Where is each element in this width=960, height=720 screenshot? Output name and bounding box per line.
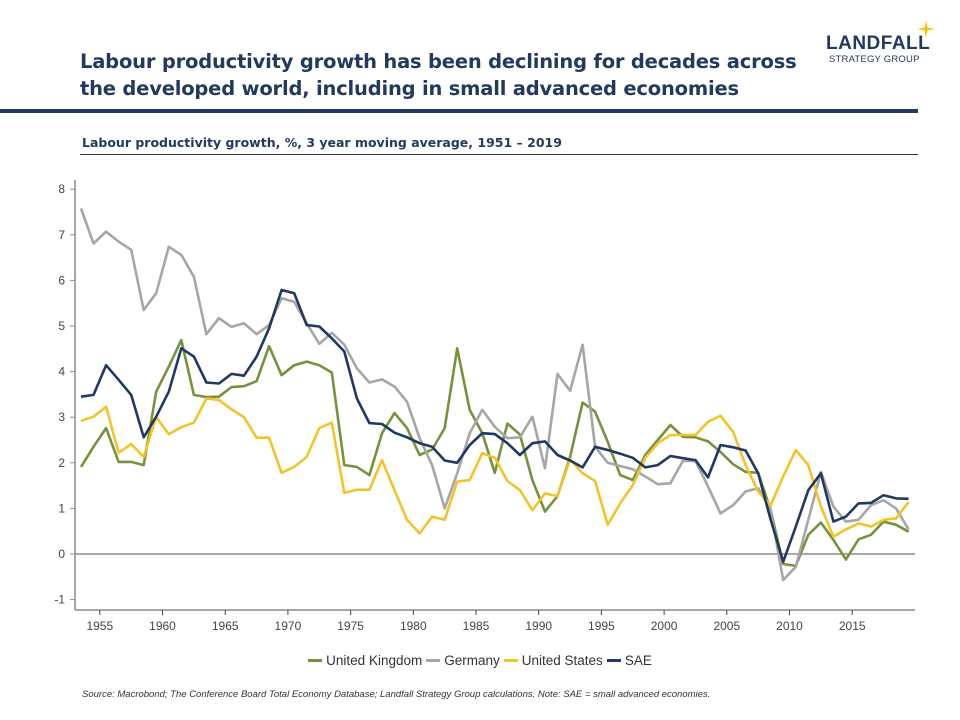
y-tick-label: 1	[58, 501, 65, 515]
x-tick-label: 1975	[337, 619, 364, 633]
legend-swatch	[606, 659, 621, 662]
x-tick-label: 2000	[651, 619, 678, 633]
y-tick-label: 6	[58, 273, 65, 287]
y-tick-label: 2	[58, 456, 65, 470]
legend-label: SAE	[624, 653, 652, 668]
series-line-united-states	[80, 397, 910, 539]
x-tick-label: 1980	[400, 619, 427, 633]
title-divider	[0, 109, 918, 113]
star-icon	[917, 20, 935, 38]
legend-item-united-kingdom: United Kingdom	[308, 653, 422, 668]
legend: United Kingdom Germany United States SAE	[0, 650, 960, 668]
x-tick-label: 2010	[776, 619, 803, 633]
subtitle-divider	[80, 154, 918, 155]
series-line-germany	[79, 207, 910, 582]
y-tick-label: 3	[58, 410, 65, 424]
legend-label: United Kingdom	[326, 653, 423, 668]
y-tick-label: 7	[58, 228, 65, 242]
logo-tagline: STRATEGY GROUP	[829, 54, 920, 65]
y-tick-label: 0	[58, 547, 65, 561]
x-tick-label: 1960	[149, 619, 176, 633]
chart-title: Labour productivity growth, %, 3 year mo…	[82, 135, 562, 150]
x-tick-label: 1985	[463, 619, 490, 633]
x-tick-label: 1955	[86, 619, 113, 633]
page-title: Labour productivity growth has been decl…	[80, 50, 797, 100]
x-tick-label: 2005	[713, 619, 740, 633]
x-tick-label: 1970	[275, 619, 302, 633]
logo-name: LANDFALL	[826, 33, 931, 54]
legend-swatch	[503, 659, 518, 662]
logo: LANDFALL STRATEGY GROUP	[826, 33, 931, 66]
y-tick-label: -1	[54, 593, 65, 607]
x-tick-label: 2015	[839, 619, 866, 633]
source-note: Source: Macrobond; The Conference Board …	[82, 689, 711, 700]
x-tick-label: 1995	[588, 619, 615, 633]
x-tick-label: 1965	[212, 619, 239, 633]
legend-label: United States	[521, 653, 603, 668]
legend-swatch	[426, 659, 441, 662]
y-tick-label: 4	[58, 365, 65, 379]
y-tick-label: 5	[58, 319, 65, 333]
series-line-united-kingdom	[79, 338, 910, 568]
x-tick-label: 1990	[525, 619, 552, 633]
series-line-sae	[80, 288, 909, 564]
y-tick-label: 8	[58, 182, 65, 196]
legend-item-sae: SAE	[606, 653, 652, 668]
legend-swatch	[308, 659, 323, 662]
legend-label: Germany	[444, 653, 500, 668]
legend-item-united-states: United States	[503, 653, 603, 668]
legend-item-germany: Germany	[426, 653, 500, 668]
